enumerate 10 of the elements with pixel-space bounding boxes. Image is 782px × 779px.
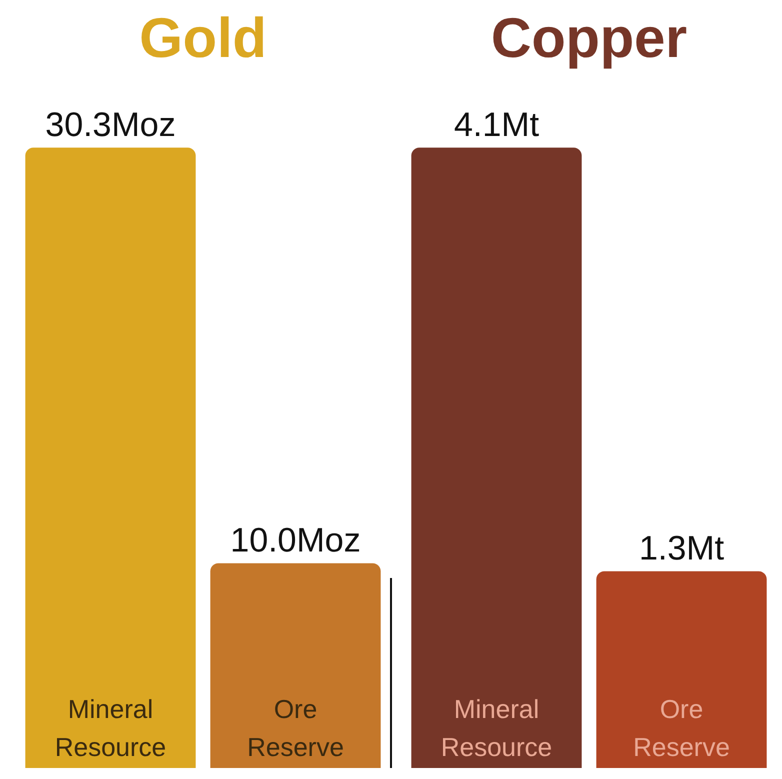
data-label: 4.1Mt xyxy=(454,106,540,144)
chart-title: Gold xyxy=(139,6,267,70)
data-label: 10.0Moz xyxy=(230,522,361,560)
chart-title: Copper xyxy=(491,6,687,70)
x-tick-label: Mineral Resource xyxy=(54,694,166,762)
x-tick-label: Mineral Resource xyxy=(440,694,552,762)
data-label: 1.3Mt xyxy=(638,530,725,568)
x-tick-label: Ore Reserve xyxy=(247,694,344,762)
data-label: 30.3Moz xyxy=(45,106,176,144)
x-tick-label: Ore Reserve xyxy=(633,694,730,762)
